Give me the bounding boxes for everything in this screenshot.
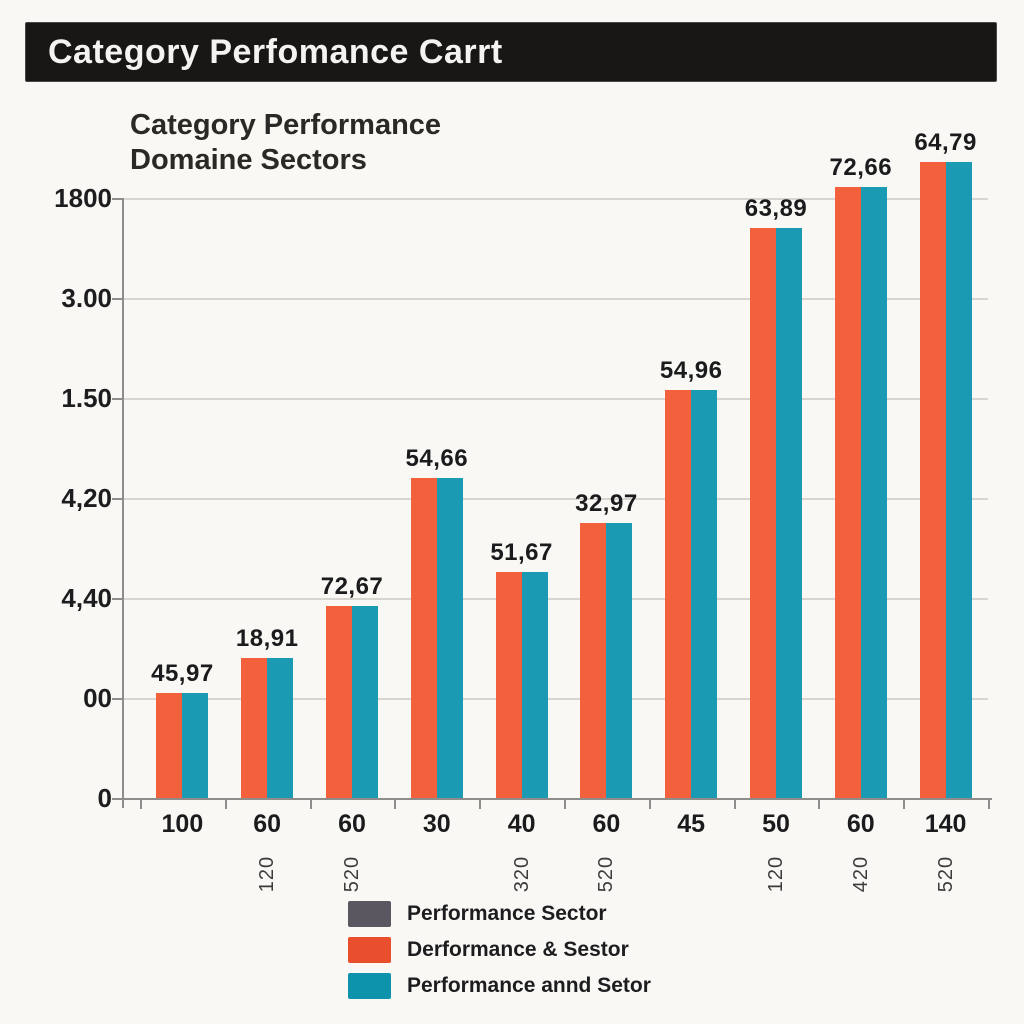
y-axis-tick (112, 498, 122, 500)
y-axis-tick (112, 798, 122, 800)
legend-item: Performance annd Setor (348, 972, 651, 999)
y-axis-tick (112, 298, 122, 300)
x-axis-tick (564, 798, 566, 809)
x-axis-tick (309, 798, 312, 809)
x-axis-tick (224, 798, 227, 809)
x-axis-rotated-sublabel: 120 (256, 855, 279, 893)
x-axis-rotated-sublabel: 520 (341, 855, 363, 893)
bar-orange (665, 390, 692, 798)
legend-label: Performance Sector (407, 901, 607, 925)
x-axis-tick (140, 798, 142, 809)
gridline (122, 698, 988, 700)
bar-value-label: 63,89 (744, 195, 808, 222)
bar-value-label: 64,79 (914, 129, 977, 156)
bar-value-label: 51,67 (490, 539, 553, 566)
bar-teal (521, 572, 548, 798)
bar-orange (834, 187, 861, 798)
x-axis-category-label: 60 (846, 810, 875, 838)
x-axis-tick (733, 798, 736, 809)
x-axis-tick (988, 798, 990, 809)
x-axis-tick (648, 798, 651, 809)
bar-teal (691, 390, 718, 798)
x-axis-category-label: 140 (924, 810, 967, 838)
legend-swatch-icon (348, 900, 391, 927)
y-axis-label: 1.50 (61, 383, 112, 413)
x-axis-category-label: 45 (677, 810, 706, 838)
x-axis-tick (818, 798, 821, 809)
y-axis-tick (112, 198, 122, 200)
gridline (122, 598, 988, 600)
y-axis-label: 4,40 (61, 583, 112, 613)
x-axis-tick (394, 798, 397, 809)
bar-value-label: 32,97 (575, 490, 638, 517)
y-axis-label: 3.00 (61, 283, 112, 313)
legend: Performance Sector Derformance & Sestor Pe… (348, 900, 651, 1008)
x-axis-rotated-sublabel: 420 (849, 855, 872, 893)
x-axis-category-label: 50 (762, 810, 790, 838)
bar-teal (606, 523, 633, 798)
legend-item: Derformance & Sestor (348, 936, 651, 963)
chart-title-line2: Domaine Sectors (130, 144, 367, 177)
bar-teal (776, 228, 802, 798)
y-axis-line (122, 198, 124, 808)
bar-teal (436, 478, 463, 798)
x-axis-rotated-sublabel: 320 (510, 855, 533, 893)
bar-teal (860, 187, 887, 798)
bar-orange (750, 228, 776, 798)
banner-title: Category Perfomance Carrt (48, 32, 503, 71)
bar-teal (267, 658, 294, 798)
gridline (122, 298, 988, 300)
bar-orange (580, 523, 607, 798)
y-axis-label: 4,20 (61, 483, 112, 513)
legend-label: Performance annd Setor (407, 973, 651, 997)
x-axis-category-label: 60 (592, 810, 621, 838)
bar-teal (182, 693, 209, 798)
bar-teal (352, 606, 378, 798)
x-axis-category-label: 100 (161, 810, 204, 838)
x-axis-rotated-sublabel: 520 (595, 855, 618, 893)
x-axis-tick (479, 798, 482, 809)
bar-value-label: 54,66 (405, 445, 469, 472)
bar-value-label: 45,97 (151, 660, 214, 687)
bar-value-label: 72,66 (829, 154, 893, 181)
bar-orange (919, 162, 946, 798)
legend-swatch-icon (348, 936, 391, 963)
y-axis-label: 00 (83, 683, 112, 713)
x-axis-tick (903, 798, 906, 809)
chart-title-line1: Category Performance (130, 109, 442, 141)
y-axis-tick (112, 598, 122, 600)
x-axis-category-label: 60 (253, 810, 282, 838)
x-axis-line (122, 798, 992, 800)
bar-orange (326, 606, 352, 798)
y-axis-tick (112, 698, 122, 700)
legend-swatch-icon (348, 972, 391, 999)
y-axis-label: 1800 (54, 183, 112, 213)
x-axis-category-label: 40 (507, 810, 536, 838)
title-banner: Category Perfomance Carrt (25, 22, 997, 82)
y-axis-label: 0 (97, 783, 112, 813)
bar-orange (495, 572, 522, 798)
y-axis-tick (112, 398, 122, 400)
x-axis-rotated-sublabel: 520 (934, 855, 957, 893)
bar-orange (410, 478, 437, 798)
x-axis-category-label: 60 (338, 810, 366, 838)
legend-label: Derformance & Sestor (407, 937, 629, 961)
bar-value-label: 54,96 (659, 357, 723, 384)
bar-orange (156, 693, 183, 798)
bar-value-label: 72,67 (320, 573, 384, 600)
gridline (122, 398, 988, 400)
chart-title: Category Performance Domaine Sectors (130, 108, 441, 179)
gridline (122, 198, 988, 200)
x-axis-rotated-sublabel: 120 (765, 855, 787, 893)
gridline (122, 498, 988, 500)
bar-teal (945, 162, 972, 798)
bar-value-label: 18,91 (235, 625, 299, 652)
legend-item: Performance Sector (348, 900, 651, 927)
x-axis-category-label: 30 (422, 810, 451, 838)
bar-orange (241, 658, 268, 798)
